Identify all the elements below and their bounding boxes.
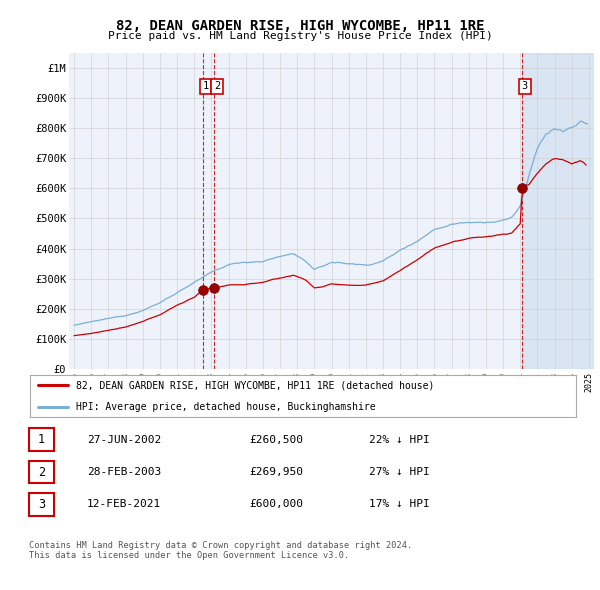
Text: 1: 1 xyxy=(38,433,45,446)
Text: 27-JUN-2002: 27-JUN-2002 xyxy=(87,435,161,444)
Text: 82, DEAN GARDEN RISE, HIGH WYCOMBE, HP11 1RE: 82, DEAN GARDEN RISE, HIGH WYCOMBE, HP11… xyxy=(116,19,484,33)
Text: This data is licensed under the Open Government Licence v3.0.: This data is licensed under the Open Gov… xyxy=(29,552,349,560)
Text: 27% ↓ HPI: 27% ↓ HPI xyxy=(369,467,430,477)
Text: 17% ↓ HPI: 17% ↓ HPI xyxy=(369,500,430,509)
Text: Contains HM Land Registry data © Crown copyright and database right 2024.: Contains HM Land Registry data © Crown c… xyxy=(29,541,412,550)
Text: 22% ↓ HPI: 22% ↓ HPI xyxy=(369,435,430,444)
Text: 3: 3 xyxy=(522,81,528,91)
Text: 3: 3 xyxy=(38,498,45,511)
Text: 2: 2 xyxy=(38,466,45,478)
Text: 12-FEB-2021: 12-FEB-2021 xyxy=(87,500,161,509)
Text: £600,000: £600,000 xyxy=(249,500,303,509)
Text: £269,950: £269,950 xyxy=(249,467,303,477)
Text: 82, DEAN GARDEN RISE, HIGH WYCOMBE, HP11 1RE (detached house): 82, DEAN GARDEN RISE, HIGH WYCOMBE, HP11… xyxy=(76,381,435,390)
Text: £260,500: £260,500 xyxy=(249,435,303,444)
Text: 2: 2 xyxy=(214,81,220,91)
Bar xyxy=(522,53,598,369)
Text: 1: 1 xyxy=(202,81,209,91)
Text: 28-FEB-2003: 28-FEB-2003 xyxy=(87,467,161,477)
Text: HPI: Average price, detached house, Buckinghamshire: HPI: Average price, detached house, Buck… xyxy=(76,402,376,411)
Text: Price paid vs. HM Land Registry's House Price Index (HPI): Price paid vs. HM Land Registry's House … xyxy=(107,31,493,41)
